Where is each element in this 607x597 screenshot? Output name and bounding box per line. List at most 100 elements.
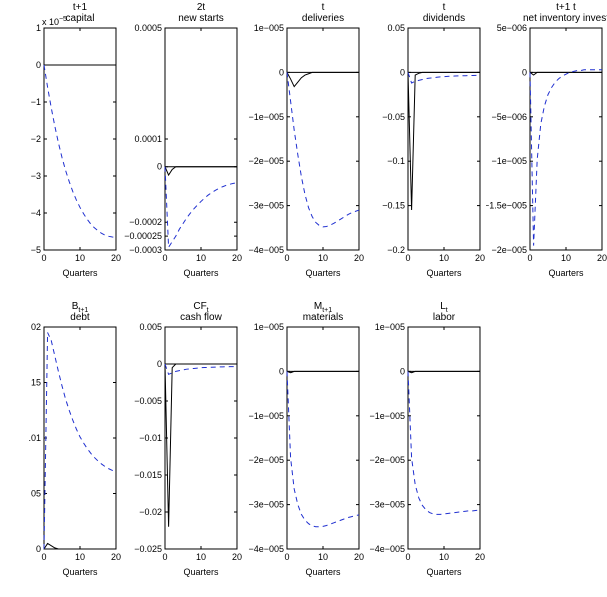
series-dashed: [165, 167, 237, 247]
chart-panel: tdividends−0.2−0.15−0.1−0.0500.0501020Qu…: [364, 0, 485, 299]
ytick-label: −2e−005: [248, 455, 283, 465]
ytick-label: −0.005: [135, 396, 163, 406]
ytick-label: 0.05: [388, 23, 406, 33]
xtick-label: 20: [232, 253, 242, 263]
xtick-label: 10: [75, 551, 85, 561]
ytick-label: 0.005: [140, 322, 162, 332]
ytick-label: −3: [31, 171, 41, 181]
xtick-label: 0: [284, 551, 289, 561]
xtick-label: 0: [406, 551, 411, 561]
ytick-label: −4e−005: [370, 543, 405, 553]
xlabel: Quarters: [305, 268, 340, 278]
ytick-label: 0: [400, 366, 405, 376]
chart-panel: [486, 299, 607, 597]
ytick-label: −1: [31, 97, 41, 107]
series-solid: [165, 364, 237, 527]
panel-title-2: net inventory invest: [523, 13, 607, 24]
series-dashed: [408, 371, 480, 514]
panel-title-2: dividends: [423, 13, 465, 24]
panel-title-2: capital: [66, 13, 95, 24]
chart-panel: 2tnew starts−0.0003−0.00025−0.000200.000…: [121, 0, 242, 299]
xtick-label: 0: [284, 253, 289, 263]
series-dashed: [165, 364, 237, 374]
xtick-label: 0: [163, 551, 168, 561]
ytick-label: −1.5e−005: [486, 201, 527, 211]
ytick-label: −5e−006: [491, 112, 526, 122]
panel-title-2: deliveries: [302, 13, 344, 24]
panel-title-1: t+1: [73, 2, 88, 13]
ytick-label: 15: [31, 377, 41, 387]
ytick-label: −0.1: [387, 156, 405, 166]
panel-title-2: materials: [303, 312, 344, 323]
xtick-label: 0: [527, 253, 532, 263]
series-dashed: [287, 72, 359, 226]
chart-panel: t+1capitalx 10−5−5−4−3−2−10101020Quarter…: [0, 0, 121, 299]
xlabel: Quarters: [427, 268, 462, 278]
chart-panel: Mt+1materials−4e−005−3e−005−2e−005−1e−00…: [243, 299, 364, 597]
ytick-label: 1: [36, 23, 41, 33]
ytick-label: 1e−005: [254, 23, 284, 33]
series-solid: [165, 167, 237, 175]
ytick-label: −1e−005: [248, 410, 283, 420]
ytick-label: 0.0001: [135, 134, 162, 144]
ytick-label: −3e−005: [248, 499, 283, 509]
ytick-label: 0: [36, 543, 41, 553]
ytick-label: −0.01: [140, 433, 163, 443]
xtick-label: 0: [163, 253, 168, 263]
xlabel: Quarters: [427, 566, 462, 576]
ytick-label: .01: [28, 433, 41, 443]
ytick-label: −0.025: [135, 543, 163, 553]
ytick-label: −0.00025: [125, 231, 163, 241]
ytick-label: 0: [400, 67, 405, 77]
xlabel: Quarters: [305, 566, 340, 576]
panel-title-2: labor: [433, 312, 456, 323]
xtick-label: 10: [439, 551, 449, 561]
series-solid: [287, 72, 359, 86]
xtick-label: 10: [196, 253, 206, 263]
ytick-label: −2e−005: [491, 245, 526, 255]
xtick-label: 10: [439, 253, 449, 263]
series-dashed: [287, 371, 359, 526]
xlabel: Quarters: [184, 268, 219, 278]
ytick-label: −1e−005: [491, 156, 526, 166]
panel-title-1: t+1 t: [556, 2, 576, 13]
ytick-label: −4e−005: [248, 245, 283, 255]
panel-title-2: debt: [70, 312, 90, 323]
xlabel: Quarters: [548, 268, 583, 278]
chart-panel: Ltlabor−4e−005−3e−005−2e−005−1e−00501e−0…: [364, 299, 485, 597]
ytick-label: −2e−005: [370, 455, 405, 465]
chart-panel: CFtcash flow−0.025−0.02−0.015−0.01−0.005…: [121, 299, 242, 597]
series-solid: [287, 371, 359, 372]
ytick-label: 1e−005: [375, 322, 405, 332]
ytick-label: 0: [157, 162, 162, 172]
ytick-label: −4: [31, 208, 41, 218]
ytick-label: 5e−006: [496, 23, 526, 33]
series-dashed: [530, 70, 602, 246]
panel-title-1: t: [321, 2, 324, 13]
ytick-label: 05: [31, 488, 41, 498]
ytick-label: 0: [279, 67, 284, 77]
ytick-label: −4e−005: [248, 543, 283, 553]
chart-panel: tdeliveries −4e−005 −3e−005 −2e−005 −1e−005 0…: [243, 0, 364, 299]
ytick-label: −2e−005: [248, 156, 283, 166]
xlabel: Quarters: [63, 566, 98, 576]
ytick-label: 0: [157, 359, 162, 369]
ytick-label: −0.02: [140, 506, 163, 516]
xtick-label: 10: [561, 253, 571, 263]
ytick-label: 02: [31, 322, 41, 332]
xtick-label: 0: [41, 551, 46, 561]
panel-title-2: cash flow: [181, 312, 223, 323]
xlabel: Quarters: [184, 566, 219, 576]
ytick-label: 0: [279, 366, 284, 376]
ytick-label: −3e−005: [248, 201, 283, 211]
ytick-label: −1e−005: [248, 112, 283, 122]
ytick-label: −0.015: [135, 469, 163, 479]
ytick-label: −0.0003: [130, 245, 163, 255]
xtick-label: 20: [111, 253, 121, 263]
ytick-label: 1e−005: [254, 322, 284, 332]
panel-title-1: t: [443, 2, 446, 13]
ytick-label: −0.0002: [130, 217, 163, 227]
xtick-label: 0: [41, 253, 46, 263]
xtick-label: 0: [406, 253, 411, 263]
xtick-label: 20: [354, 551, 364, 561]
